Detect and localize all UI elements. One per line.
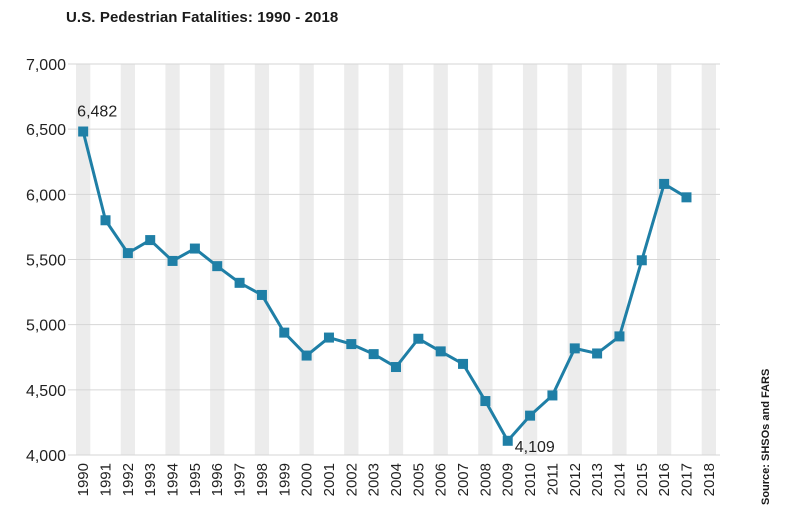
x-tick-label: 2015 bbox=[634, 463, 651, 496]
data-point bbox=[78, 126, 89, 137]
x-tick-label: 2017 bbox=[678, 463, 695, 496]
x-tick-label: 2002 bbox=[343, 463, 360, 496]
x-tick-label: 2001 bbox=[321, 463, 338, 496]
data-point bbox=[659, 178, 670, 189]
data-point bbox=[525, 410, 536, 421]
y-tick-label: 6,500 bbox=[26, 122, 66, 139]
y-tick-label: 7,000 bbox=[26, 57, 66, 74]
x-tick-label: 2010 bbox=[522, 463, 539, 496]
x-tick-label: 1991 bbox=[98, 463, 115, 496]
y-tick-label: 5,000 bbox=[26, 318, 66, 335]
data-point bbox=[234, 277, 245, 288]
data-point bbox=[212, 261, 223, 272]
data-point bbox=[301, 350, 312, 361]
source-note: Source: SHSOs and FARS bbox=[760, 368, 772, 505]
x-tick-label: 2014 bbox=[611, 463, 628, 496]
data-point bbox=[569, 343, 580, 354]
y-tick-label: 4,500 bbox=[26, 383, 66, 400]
series-line bbox=[81, 131, 688, 443]
data-point bbox=[145, 235, 156, 246]
x-tick-label: 2006 bbox=[433, 463, 450, 496]
x-tick-label: 2007 bbox=[455, 463, 472, 496]
x-tick-label: 2011 bbox=[544, 463, 561, 495]
x-tick-label: 2003 bbox=[366, 463, 383, 496]
chart-title: U.S. Pedestrian Fatalities: 1990 - 2018 bbox=[66, 9, 339, 26]
data-point bbox=[681, 192, 692, 203]
x-tick-label: 1998 bbox=[254, 463, 271, 496]
data-point bbox=[614, 331, 625, 342]
x-tick-label: 2013 bbox=[589, 463, 606, 496]
data-label: 6,482 bbox=[77, 104, 117, 121]
x-tick-label: 1995 bbox=[187, 463, 204, 496]
x-tick-label: 2012 bbox=[567, 463, 584, 496]
data-point bbox=[122, 248, 133, 259]
data-label: 4,109 bbox=[515, 439, 555, 456]
data-point bbox=[279, 327, 290, 338]
y-tick-label: 4,000 bbox=[26, 448, 66, 465]
y-tick-label: 5,500 bbox=[26, 253, 66, 270]
data-point bbox=[167, 255, 178, 266]
x-tick-label: 2008 bbox=[477, 463, 494, 496]
x-tick-label: 1990 bbox=[75, 463, 92, 496]
data-point bbox=[100, 215, 111, 226]
data-point bbox=[189, 243, 200, 254]
data-point bbox=[346, 339, 357, 350]
data-point bbox=[458, 358, 469, 369]
x-tick-label: 1992 bbox=[120, 463, 137, 496]
x-tick-label: 2005 bbox=[410, 463, 427, 496]
x-tick-label: 1994 bbox=[165, 463, 182, 496]
x-tick-label: 2009 bbox=[500, 463, 517, 496]
data-point bbox=[480, 396, 491, 407]
x-tick-label: 2000 bbox=[299, 463, 316, 496]
y-tick-label: 6,000 bbox=[26, 187, 66, 204]
x-tick-label: 1999 bbox=[276, 463, 293, 496]
data-point bbox=[435, 346, 446, 357]
data-point bbox=[547, 390, 558, 401]
data-point bbox=[502, 435, 513, 446]
x-tick-label: 1996 bbox=[209, 463, 226, 496]
x-tick-label: 2016 bbox=[656, 463, 673, 496]
data-point bbox=[368, 349, 379, 360]
data-point bbox=[256, 289, 267, 300]
data-point bbox=[413, 333, 424, 344]
x-tick-label: 2004 bbox=[388, 463, 405, 496]
data-point bbox=[391, 362, 401, 373]
x-tick-label: 2018 bbox=[701, 463, 718, 496]
x-tick-label: 1993 bbox=[142, 463, 159, 496]
data-point bbox=[636, 255, 647, 266]
x-tick-label: 1997 bbox=[232, 463, 249, 496]
data-point bbox=[592, 348, 603, 359]
data-point bbox=[323, 332, 334, 343]
